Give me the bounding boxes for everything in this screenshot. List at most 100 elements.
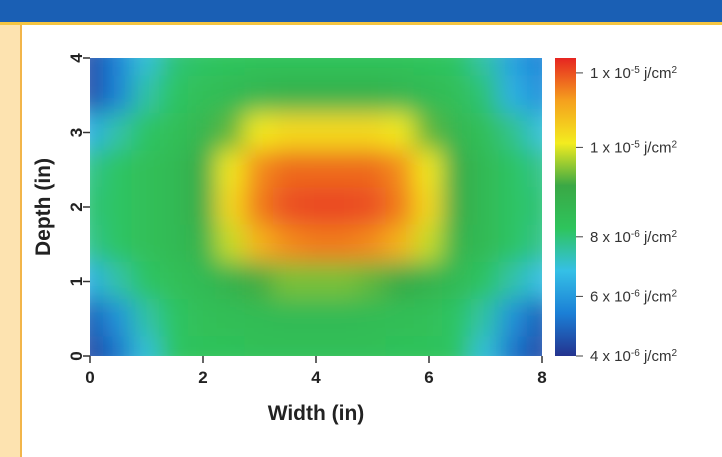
heatmap-cell xyxy=(131,336,162,356)
x-axis-tick-labels: 0 2 4 6 8 xyxy=(85,368,546,387)
colorbar-label-unit: j/cm xyxy=(640,65,672,82)
heatmap-cell xyxy=(526,75,542,115)
heatmap-cell xyxy=(357,58,388,78)
heatmap-cell xyxy=(272,150,303,190)
heatmap-cell xyxy=(442,150,473,190)
heatmap-cell xyxy=(470,75,501,115)
heatmap-cell xyxy=(498,150,529,190)
heatmap-cell xyxy=(329,58,360,78)
heatmap-cell xyxy=(131,187,162,227)
heatmap-cell xyxy=(300,150,332,190)
colorbar-label-exp: -6 xyxy=(631,288,640,299)
heatmap-cell xyxy=(244,299,275,339)
heatmap-cell xyxy=(329,187,360,227)
heatmap-cell xyxy=(244,75,275,115)
heatmap-cell xyxy=(498,187,529,227)
heatmap-cell xyxy=(159,224,190,264)
heatmap-cell xyxy=(90,187,106,227)
colorbar-label: 1 x 10-5 j/cm2 xyxy=(590,64,677,82)
side-accent-strip xyxy=(0,25,22,457)
heatmap-cell xyxy=(385,150,416,190)
heatmap-cell xyxy=(413,75,445,115)
heatmap-cell xyxy=(159,75,190,115)
y-axis-tick-labels: 0 1 2 3 4 xyxy=(67,53,86,361)
heatmap-cell xyxy=(103,187,134,227)
heatmap-cell xyxy=(272,112,303,153)
heatmap-cell xyxy=(90,299,106,339)
x-tick-label: 6 xyxy=(424,368,433,387)
colorbar-label-unit-exp: 2 xyxy=(671,139,677,150)
x-tick-label: 2 xyxy=(198,368,207,387)
colorbar-label: 8 x 10-6 j/cm2 xyxy=(590,228,677,246)
heatmap-cell xyxy=(300,112,332,153)
heatmap-cell xyxy=(187,58,219,78)
heatmap-cell xyxy=(385,261,416,302)
heatmap-cell xyxy=(357,261,388,302)
heatmap-cell xyxy=(300,261,332,302)
heatmap-cell xyxy=(103,150,134,190)
y-tick-label: 0 xyxy=(67,351,86,360)
heatmap-cell xyxy=(329,299,360,339)
heatmap-cell xyxy=(300,224,332,264)
heatmap-cell xyxy=(159,187,190,227)
heatmap-cell xyxy=(90,224,106,264)
heatmap-cell xyxy=(103,58,134,78)
colorbar xyxy=(555,58,576,356)
heatmap-cell xyxy=(272,75,303,115)
heatmap-cell xyxy=(103,299,134,339)
heatmap-cell xyxy=(442,261,473,302)
heatmap-cell xyxy=(442,75,473,115)
heatmap-cell xyxy=(470,150,501,190)
heatmap-cell xyxy=(244,112,275,153)
heatmap-cell xyxy=(300,336,332,356)
heatmap-cell xyxy=(357,112,388,153)
heatmap-cell xyxy=(413,261,445,302)
heatmap-cell xyxy=(526,150,542,190)
heatmap-cell xyxy=(413,187,445,227)
heatmap-cell xyxy=(470,58,501,78)
colorbar-label: 4 x 10-6 j/cm2 xyxy=(590,348,677,366)
heatmap-cell xyxy=(159,150,190,190)
heatmap-cell xyxy=(244,224,275,264)
heatmap-cell xyxy=(216,187,247,227)
heatmap-cell xyxy=(413,150,445,190)
colorbar-label-mantissa: 8 x 10 xyxy=(590,229,631,246)
heatmap-cell xyxy=(131,150,162,190)
colorbar-label-unit: j/cm xyxy=(640,288,672,305)
heatmap-cell xyxy=(103,336,134,356)
heatmap-cell xyxy=(244,336,275,356)
heatmap-cell xyxy=(187,150,219,190)
heatmap-cell xyxy=(329,150,360,190)
heatmap-cell xyxy=(385,187,416,227)
y-tick-label: 3 xyxy=(67,128,86,137)
colorbar-label-unit: j/cm xyxy=(640,229,672,246)
colorbar-label-unit-exp: 2 xyxy=(671,348,677,359)
x-axis-label: Width (in) xyxy=(268,402,365,425)
heatmap-cell xyxy=(187,224,219,264)
heatmap-cell xyxy=(244,150,275,190)
heatmap-cell xyxy=(413,299,445,339)
heatmap-cell xyxy=(244,58,275,78)
heatmap-cell xyxy=(526,187,542,227)
heatmap-cell xyxy=(442,299,473,339)
axis-ticks xyxy=(83,57,543,363)
heatmap-cell xyxy=(526,224,542,264)
heatmap-cell xyxy=(216,224,247,264)
heatmap-cell xyxy=(90,150,106,190)
heatmap-cell xyxy=(329,261,360,302)
heatmap-cell xyxy=(216,336,247,356)
heatmap-cell xyxy=(329,224,360,264)
heatmap-cell xyxy=(187,112,219,153)
colorbar-label-unit: j/cm xyxy=(640,348,672,365)
heatmap-cell xyxy=(442,224,473,264)
heatmap-cell xyxy=(187,75,219,115)
heatmap-cell xyxy=(187,261,219,302)
heatmap-cell xyxy=(357,224,388,264)
heatmap-cell xyxy=(329,112,360,153)
heatmap-cell xyxy=(244,261,275,302)
x-tick-label: 4 xyxy=(311,368,321,387)
heatmap-cell xyxy=(300,299,332,339)
heatmap-cell xyxy=(498,299,529,339)
heatmap-cell xyxy=(272,336,303,356)
